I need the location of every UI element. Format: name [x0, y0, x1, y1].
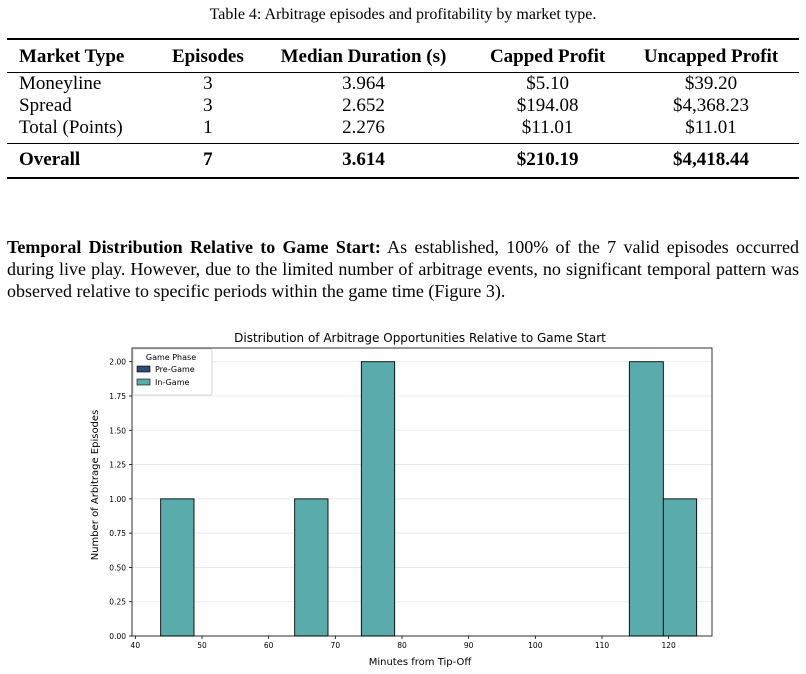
- table-cell: Total (Points): [19, 117, 123, 138]
- x-tick-label: 80: [397, 641, 407, 650]
- table-cell: $194.08: [516, 95, 579, 116]
- legend-label-pre-game: Pre-Game: [155, 365, 195, 374]
- col-header-capped-profit: Capped Profit: [489, 46, 606, 67]
- col-header-episodes: Episodes: [171, 46, 244, 67]
- chart-bars: [160, 361, 698, 637]
- histogram-bar: [160, 498, 195, 637]
- x-tick-label: 50: [197, 641, 207, 650]
- legend-title: Game Phase: [146, 353, 196, 362]
- x-tick-label: 40: [131, 641, 141, 650]
- table-cell: $210.19: [516, 149, 579, 170]
- table-cell: $4,418.44: [673, 149, 750, 170]
- col-header-market-type: Market Type: [19, 46, 125, 67]
- table-cell: Moneyline: [19, 73, 102, 94]
- legend-swatch-in-game: [136, 378, 151, 386]
- table-cell: 1: [203, 117, 213, 138]
- table-cell: 3: [203, 73, 213, 94]
- y-tick-label: 1.00: [109, 495, 126, 504]
- x-tick-label: 90: [464, 641, 474, 650]
- y-tick-label: 1.75: [109, 392, 126, 401]
- table-cell: $4,368.23: [673, 95, 750, 116]
- table-header-row: Market Type Episodes Median Duration (s)…: [7, 39, 799, 73]
- plot-frame: [131, 347, 713, 637]
- table-total-row: Overall 7 3.614 $210.19 $4,418.44: [7, 143, 799, 178]
- y-tick-label: 0.25: [109, 598, 126, 607]
- table-cell: $5.10: [526, 73, 569, 94]
- y-tick-label: 1.25: [109, 461, 126, 470]
- legend-box: [132, 348, 213, 396]
- x-tick-label: 100: [528, 641, 543, 650]
- table-cell: Spread: [19, 95, 72, 116]
- table-cell: 7: [203, 149, 213, 170]
- paragraph-heading: Temporal Distribution Relative to Game S…: [7, 237, 381, 257]
- y-tick-label: 1.50: [109, 426, 126, 435]
- table-cell: $11.01: [521, 117, 574, 138]
- col-header-median-duration: Median Duration (s): [280, 46, 447, 67]
- paragraph-text: As established, 100% of the 7 valid epis…: [7, 237, 799, 301]
- table-row: Moneyline 3 3.964 $5.10 $39.20: [7, 73, 799, 96]
- table-cell: 3.614: [342, 149, 385, 170]
- table-cell: $39.20: [684, 73, 738, 94]
- y-tick-label: 0.50: [109, 563, 126, 572]
- table-cell: 3: [203, 95, 213, 116]
- table-cell: 2.276: [342, 117, 385, 138]
- x-tick-label: 110: [595, 641, 610, 650]
- chart-title: Distribution of Arbitrage Opportunities …: [234, 331, 606, 345]
- table-cell: 2.652: [342, 95, 385, 116]
- x-axis-label: Minutes from Tip-Off: [369, 657, 473, 668]
- x-tick-label: 70: [331, 641, 341, 650]
- y-tick-label: 0.75: [109, 529, 126, 538]
- table-row: Spread 3 2.652 $194.08 $4,368.23: [7, 95, 799, 117]
- body-paragraph: Temporal Distribution Relative to Game S…: [7, 236, 799, 302]
- table-caption: Table 4: Arbitrage episodes and profitab…: [209, 6, 597, 23]
- histogram-bar: [294, 498, 329, 637]
- table-cell: $11.01: [685, 117, 737, 138]
- histogram-bar: [628, 361, 664, 637]
- histogram-bar: [662, 498, 698, 637]
- table-row: Total (Points) 1 2.276 $11.01 $11.01: [7, 117, 799, 144]
- table-cell: 3.964: [342, 73, 385, 94]
- table-cell: Overall: [19, 149, 81, 170]
- y-tick-label: 2.00: [109, 358, 126, 367]
- histogram-chart: Distribution of Arbitrage Opportunities …: [90, 331, 713, 668]
- col-header-uncapped-profit: Uncapped Profit: [643, 46, 779, 67]
- y-tick-label: 0.00: [109, 632, 126, 641]
- legend-label-in-game: In-Game: [155, 378, 190, 387]
- chart-legend: Game Phase Pre-Game In-Game: [132, 348, 213, 396]
- legend-swatch-pre-game: [136, 365, 151, 373]
- chart-grid: [132, 361, 712, 637]
- results-table: Market Type Episodes Median Duration (s)…: [7, 38, 799, 179]
- histogram-bar: [360, 361, 396, 637]
- x-tick-label: 60: [264, 641, 274, 650]
- y-axis-label: Number of Arbitrage Episodes: [90, 410, 101, 561]
- x-tick-label: 120: [662, 641, 677, 650]
- chart-axes: 0.00 0.25 0.50 0.75 1.00 1.25 1.50 1.75 2.00 40 50…: [109, 358, 676, 650]
